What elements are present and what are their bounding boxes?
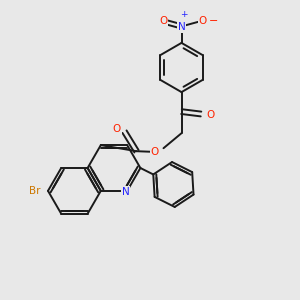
Text: O: O xyxy=(198,16,207,26)
Text: N: N xyxy=(122,187,130,197)
Text: O: O xyxy=(159,16,168,26)
Text: +: + xyxy=(180,10,188,19)
Text: Br: Br xyxy=(29,186,40,196)
Text: −: − xyxy=(209,16,218,26)
Text: O: O xyxy=(113,124,121,134)
Text: N: N xyxy=(178,22,185,32)
Text: O: O xyxy=(206,110,215,120)
Text: O: O xyxy=(150,147,159,157)
